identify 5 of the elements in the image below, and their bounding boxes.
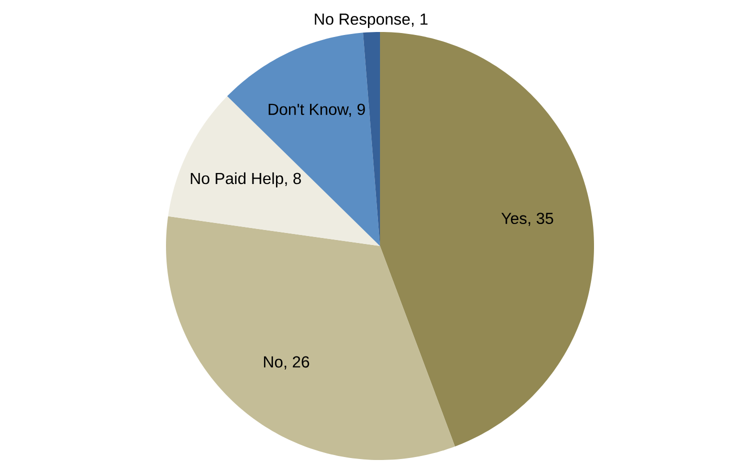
data-label: No Paid Help, 8: [190, 172, 301, 188]
data-label: Yes, 35: [501, 212, 554, 226]
data-label: Don't Know, 9: [268, 104, 365, 117]
data-label: No Response, 1: [314, 14, 428, 28]
data-label: No, 26: [264, 356, 310, 370]
